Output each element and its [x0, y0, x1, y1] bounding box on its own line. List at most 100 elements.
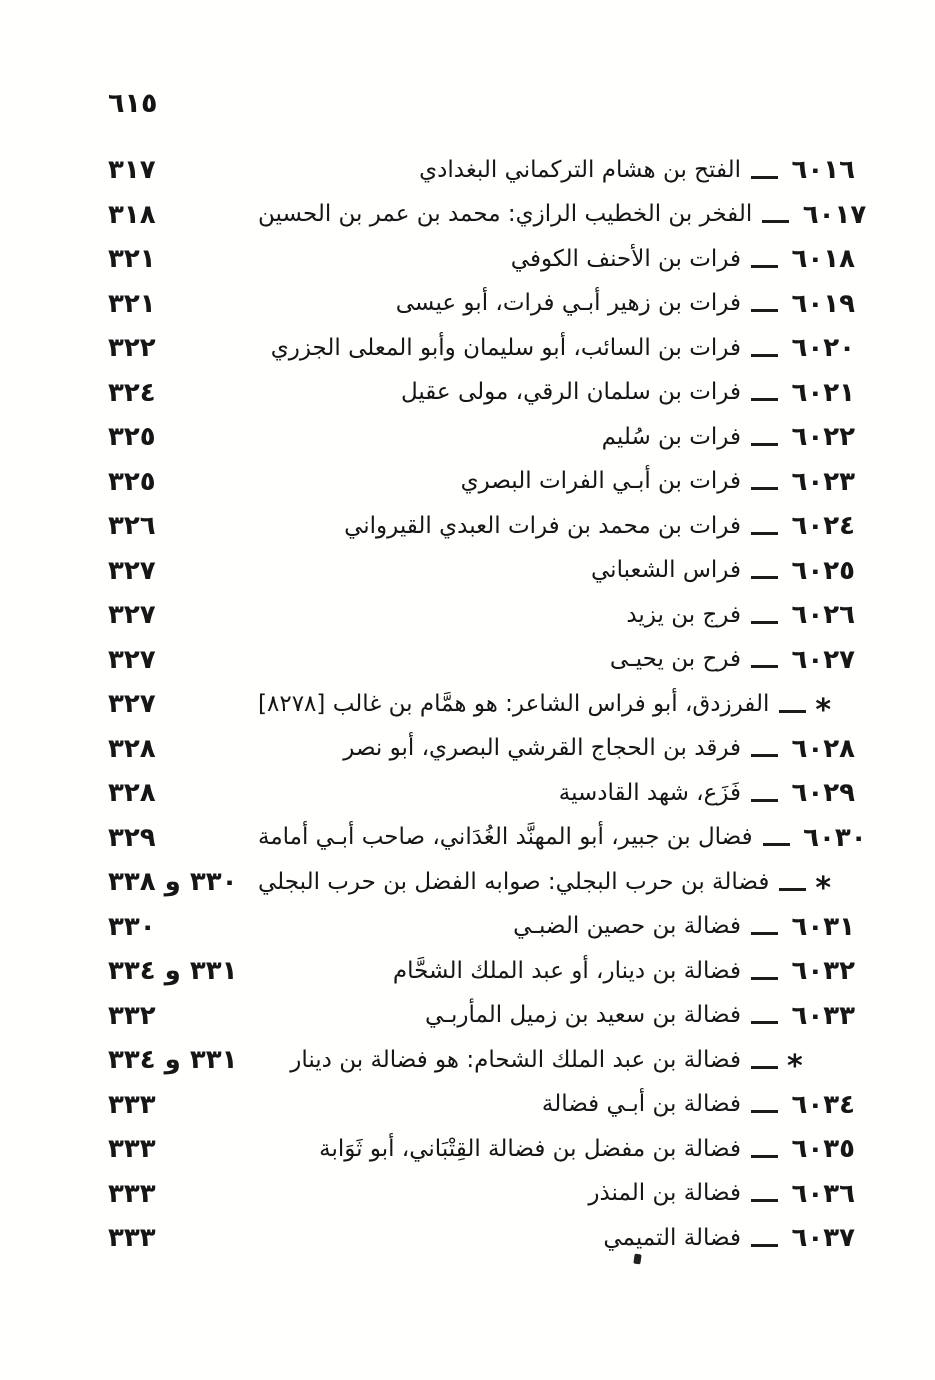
entry-name: فضالة بن حرب البجلي: صوابه الفضل بن حرب … [258, 868, 770, 895]
entry-page-number: ٣٢١ [108, 288, 156, 319]
entry-name: فرات بن زهير أبـي فرات، أبو عيسى [395, 290, 741, 317]
entry-marker: ٦٠١٩ [791, 288, 855, 319]
index-entry-row: ٣٣١ و ٣٣٤ فضالة بن عبد الملك الشحام: هو … [108, 1038, 855, 1084]
entry-name: فضالة بن مفضل بن فضالة القِتْبَاني، أبو … [319, 1135, 741, 1162]
entry-name: فَزَع، شهد القادسية [558, 779, 741, 806]
index-entry-row: ٣٢٧ فرح بن يحيـى ٦٠٢٧ [108, 638, 855, 683]
index-entry-row: ٣٢٧ الفرزدق، أبو فراس الشاعر: هو همَّام … [108, 682, 855, 728]
entry-name: فرات بن الأحنف الكوفي [510, 245, 741, 272]
index-entry-row: ٣٣٣ فضالة بن المنذر ٦٠٣٦ [108, 1172, 855, 1217]
entry-page-number: ٣٣٠ [108, 911, 156, 942]
entry-name: فراس الشعباني [591, 557, 741, 584]
index-entry-row: ٣٢٨ فَزَع، شهد القادسية ٦٠٢٩ [108, 771, 855, 816]
dash-separator [751, 576, 778, 580]
dash-separator [751, 398, 778, 402]
entry-marker: ٦٠٣١ [791, 911, 855, 942]
entry-marker: ٦٠٣٥ [791, 1134, 855, 1165]
dash-separator [751, 1065, 778, 1069]
index-entry-row: ٣٢٥ فرات بن أبـي الفرات البصري ٦٠٢٣ [108, 460, 855, 505]
index-rows: ٣١٧ الفتح بن هشام التركماني البغدادي ٦٠١… [0, 148, 935, 1261]
entry-marker: * [815, 870, 832, 906]
entry-marker: ٦٠١٨ [791, 244, 855, 275]
index-entry-row: ٣٢٦ فرات بن محمد بن فرات العبدي القيروان… [108, 504, 855, 549]
dash-separator [751, 932, 778, 936]
entry-marker: * [815, 692, 832, 728]
index-entry-row: ٣٢٨ فرقد بن الحجاج القرشي البصري، أبو نص… [108, 727, 855, 772]
index-entry-row: ٣٢٢ فرات بن السائب، أبو سليمان وأبو المع… [108, 326, 855, 371]
dash-separator [779, 709, 807, 713]
entry-name: فضالة بن دينار، أو عبد الملك الشحَّام [392, 957, 741, 984]
dash-separator [762, 843, 790, 847]
ink-speck [633, 1253, 642, 1265]
index-entry-row: ٣٢٧ فرج بن يزيد ٦٠٢٦ [108, 593, 855, 638]
index-entry-row: ٣٢٤ فرات بن سلمان الرقي، مولى عقيل ٦٠٢١ [108, 371, 855, 416]
index-entry-row: ٣٢٩ فضال بن جبير، أبو المهنَّد الغُدَاني… [108, 816, 866, 861]
entry-marker: ٦٠٢٦ [791, 600, 855, 631]
entry-page-number: ٣٣٣ [108, 1223, 156, 1254]
entry-page-number: ٣٢٥ [108, 422, 156, 453]
entry-page-number: ٣٢٥ [108, 466, 156, 497]
index-entry-row: ٣٢١ فرات بن زهير أبـي فرات، أبو عيسى ٦٠١… [108, 282, 855, 327]
entry-name: فضالة بن أبـي فضالة [541, 1091, 741, 1118]
entry-page-number: ٣١٨ [108, 199, 156, 230]
entry-page-number: ٣٢٢ [108, 333, 156, 364]
entry-name: فضالة بن عبد الملك الشحام: هو فضالة بن د… [290, 1046, 741, 1073]
index-entry-row: ٣٢١ فرات بن الأحنف الكوفي ٦٠١٨ [108, 237, 855, 282]
entry-marker: ٦٠٣٦ [791, 1178, 855, 1209]
entry-page-number: ٣٢١ [108, 244, 156, 275]
entry-page-number: ٣٢٧ [108, 689, 156, 720]
dash-separator [751, 531, 778, 535]
index-entry-row: ٣٣٠ و ٣٣٨ فضالة بن حرب البجلي: صوابه الف… [108, 860, 855, 906]
dash-separator [751, 1243, 778, 1247]
entry-name: فرات بن السائب، أبو سليمان وأبو المعلى ا… [270, 334, 741, 361]
entry-name: فرات بن سُليم [601, 423, 741, 450]
entry-marker: ٦٠١٦ [791, 155, 855, 186]
index-entry-row: ٣٢٥ فرات بن سُليم ٦٠٢٢ [108, 415, 855, 460]
entry-name: فضالة بن سعيد بن زميل المأربـي [425, 1002, 741, 1029]
entry-marker: ٦٠٢٧ [791, 644, 855, 675]
dash-separator [751, 798, 778, 802]
folio-page-number: ٦١٥ [108, 88, 158, 119]
entry-name: فرات بن أبـي الفرات البصري [460, 468, 741, 495]
entry-page-number: ٣٢٨ [108, 778, 156, 809]
dash-separator [751, 620, 778, 624]
entry-page-number: ٣٢٤ [108, 377, 156, 408]
index-entry-row: ٣٢٧ فراس الشعباني ٦٠٢٥ [108, 549, 855, 594]
entry-page-number: ٣٢٧ [108, 600, 156, 631]
dash-separator [751, 976, 778, 980]
dash-separator [751, 487, 778, 491]
entry-page-number: ٣٣١ و ٣٣٤ [108, 1045, 238, 1076]
entry-marker: ٦٠١٧ [802, 199, 867, 230]
entry-marker: ٦٠٢٤ [791, 511, 855, 542]
entry-name: فضالة بن المنذر [588, 1180, 741, 1207]
entry-page-number: ٣٢٧ [108, 644, 156, 675]
entry-page-number: ٣٣٣ [108, 1134, 156, 1165]
entry-name: الفرزدق، أبو فراس الشاعر: هو همَّام بن غ… [258, 690, 770, 717]
entry-name: فرات بن سلمان الرقي، مولى عقيل [400, 379, 741, 406]
dash-separator [751, 1154, 778, 1158]
dash-separator [762, 220, 790, 224]
entry-page-number: ٣٢٧ [108, 555, 156, 586]
entry-page-number: ٣٢٩ [108, 822, 156, 853]
entry-marker: ٦٠٣٧ [791, 1223, 855, 1254]
entry-marker: ٦٠٣٣ [791, 1000, 855, 1031]
dash-separator [751, 353, 778, 357]
index-entry-row: ٣٣١ و ٣٣٤ فضالة بن دينار، أو عبد الملك ا… [108, 949, 855, 994]
index-entry-row: ٣٣٣ فضالة بن مفضل بن فضالة القِتْبَاني، … [108, 1127, 855, 1172]
entry-name: فضالة بن حصين الضبـي [513, 913, 741, 940]
entry-marker: ٦٠٢٥ [791, 555, 855, 586]
entry-name: الفتح بن هشام التركماني البغدادي [419, 156, 741, 183]
dash-separator [751, 1199, 778, 1203]
entry-marker: ٦٠٣٤ [791, 1089, 855, 1120]
index-entry-row: ٣١٨ الفخر بن الخطيب الرازي: محمد بن عمر … [108, 193, 866, 238]
index-entry-row: ٣٣٢ فضالة بن سعيد بن زميل المأربـي ٦٠٣٣ [108, 994, 855, 1039]
dash-separator [751, 665, 778, 669]
dash-separator [751, 1110, 778, 1114]
entry-marker: ٦٠٢٠ [791, 333, 855, 364]
entry-marker: ٦٠٢٨ [791, 733, 855, 764]
entry-page-number: ٣٣٣ [108, 1178, 156, 1209]
entry-page-number: ٣١٧ [108, 155, 156, 186]
entry-page-number: ٣٣٠ و ٣٣٨ [108, 867, 238, 898]
entry-marker: * [787, 1048, 804, 1084]
